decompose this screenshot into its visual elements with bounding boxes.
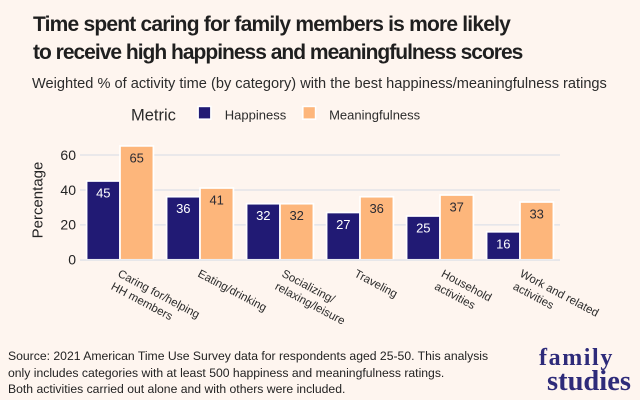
svg-text:Eating/drinking: Eating/drinking [196,268,269,314]
svg-text:25: 25 [416,221,430,236]
svg-text:Metric: Metric [131,107,176,125]
svg-text:41: 41 [209,193,223,208]
svg-text:32: 32 [256,208,270,223]
svg-text:36: 36 [176,201,190,216]
svg-text:32: 32 [289,208,303,223]
svg-text:36: 36 [369,201,383,216]
svg-text:40: 40 [60,182,76,198]
svg-text:45: 45 [96,186,110,201]
svg-text:Meaningfulness: Meaningfulness [329,108,421,123]
svg-text:27: 27 [336,217,350,232]
svg-text:0: 0 [68,252,76,268]
svg-text:20: 20 [60,217,76,233]
svg-text:60: 60 [60,147,76,163]
svg-text:Percentage: Percentage [29,162,46,239]
svg-text:33: 33 [529,207,543,222]
svg-text:Work and relatedactivities: Work and relatedactivities [511,268,601,332]
svg-text:65: 65 [129,150,143,165]
svg-text:Caring for/helpingHH members: Caring for/helpingHH members [109,268,202,334]
svg-text:Traveling: Traveling [352,268,399,301]
svg-text:37: 37 [449,200,463,215]
svg-text:Householdactivities: Householdactivities [432,268,493,317]
svg-text:Happiness: Happiness [225,108,287,123]
svg-text:16: 16 [496,236,510,251]
svg-text:Socializing/relaxing/leisure: Socializing/relaxing/leisure [273,268,354,328]
